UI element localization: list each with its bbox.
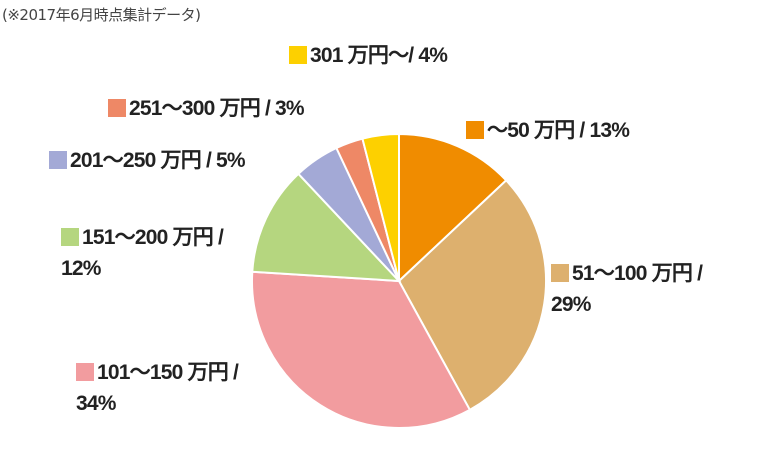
label-text: ～50 万円 / 13% <box>487 119 630 142</box>
label-201-250: 201～250 万円 / 5% <box>49 145 246 176</box>
legend-swatch <box>289 46 307 64</box>
label-pct: 12% <box>61 257 101 280</box>
legend-swatch <box>466 121 484 139</box>
label-pct: 29% <box>551 293 591 316</box>
label-51-100: 51～100 万円 / 29% <box>551 258 703 320</box>
label-251-300: 251～300 万円 / 3% <box>108 93 305 124</box>
label-text: 151～200 万円 / <box>82 226 224 249</box>
pie-slice-2 <box>251 270 472 429</box>
label-301-over: 301 万円～/ 4% <box>289 40 448 71</box>
legend-swatch <box>108 99 126 117</box>
pie-slice-1 <box>397 178 547 412</box>
label-101-150: 101～150 万円 / 34% <box>76 357 239 419</box>
legend-swatch <box>551 264 569 282</box>
label-pct: 34% <box>76 392 116 415</box>
label-text: 101～150 万円 / <box>97 361 239 384</box>
label-text: 301 万円～/ 4% <box>310 44 448 67</box>
data-note: (※2017年6月時点集計データ) <box>2 6 201 24</box>
legend-swatch <box>76 363 94 381</box>
label-text: 201～250 万円 / 5% <box>70 149 246 172</box>
label-text: 251～300 万円 / 3% <box>129 97 305 120</box>
label-151-200: 151～200 万円 / 12% <box>61 222 224 284</box>
pie-slice-6 <box>361 132 400 282</box>
legend-swatch <box>49 151 67 169</box>
pie-slice-3 <box>251 172 402 283</box>
pie-slice-0 <box>398 132 508 284</box>
legend-swatch <box>61 228 79 246</box>
label-under-50: ～50 万円 / 13% <box>466 115 630 146</box>
label-text: 51～100 万円 / <box>572 262 703 285</box>
